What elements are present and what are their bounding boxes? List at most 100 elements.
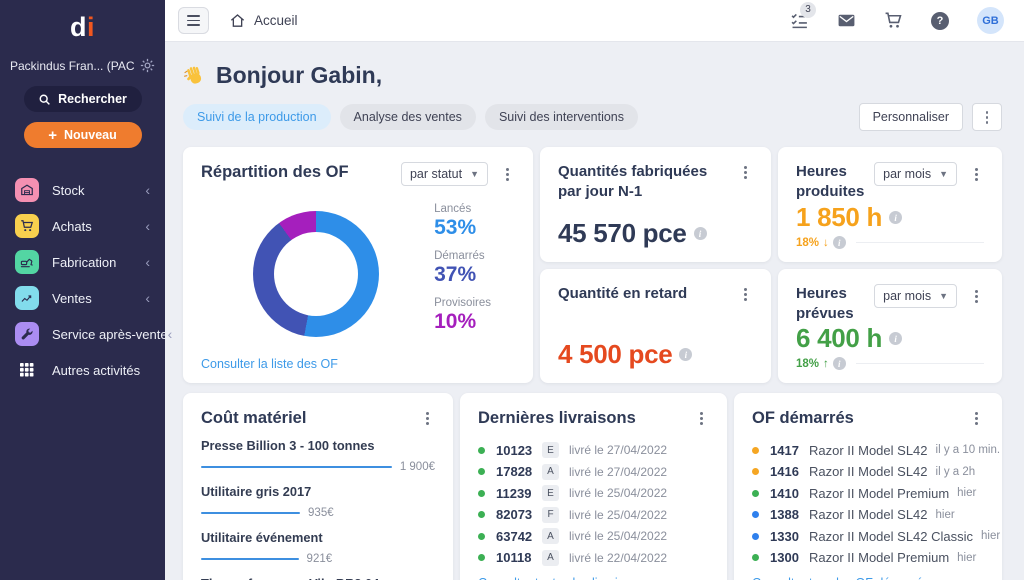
topbar: Accueil 3 ? GB bbox=[165, 0, 1024, 42]
sidebar-item-fabrication[interactable]: Fabrication ‹ bbox=[0, 244, 165, 280]
card-menu-button[interactable] bbox=[499, 164, 515, 184]
tab-analyse-des-ventes[interactable]: Analyse des ventes bbox=[339, 104, 476, 130]
info-icon[interactable]: i bbox=[889, 332, 903, 345]
chevron-left-icon: ‹ bbox=[145, 218, 150, 234]
breadcrumb[interactable]: Accueil bbox=[229, 12, 298, 29]
type-badge: A bbox=[542, 549, 559, 566]
kebab-icon bbox=[974, 294, 978, 298]
card-menu-button[interactable] bbox=[737, 284, 753, 304]
legend-label: Provisoires bbox=[434, 297, 491, 309]
legend-value: 53% bbox=[434, 216, 477, 239]
cart-button[interactable] bbox=[883, 11, 903, 31]
type-badge: E bbox=[542, 442, 559, 459]
sidebar-item-ventes[interactable]: Ventes ‹ bbox=[0, 280, 165, 316]
hamburger-menu-button[interactable] bbox=[178, 7, 209, 34]
livraisons-link[interactable]: Consulter toutes les livraisons bbox=[478, 576, 644, 580]
chevron-left-icon: ‹ bbox=[167, 326, 173, 342]
status-dot bbox=[478, 554, 485, 562]
sidebar-item-label: Service après-vente bbox=[52, 326, 168, 342]
kpi-value: 45 570 pce bbox=[558, 218, 687, 248]
kpi-grid: Répartition des OF par statut ▼ Lancés 53… bbox=[183, 147, 1002, 383]
card-heures-produites: Heures produites par mois ▼ 1 850 h i bbox=[778, 147, 1002, 262]
card-menu-button[interactable] bbox=[693, 408, 709, 428]
avatar[interactable]: GB bbox=[977, 7, 1004, 34]
card-menu-button[interactable] bbox=[968, 164, 984, 184]
card-menu-button[interactable] bbox=[737, 162, 753, 182]
logo-letter-i: i bbox=[86, 12, 95, 42]
gear-icon[interactable] bbox=[140, 58, 155, 73]
sidebar-item-label: Ventes bbox=[52, 290, 92, 306]
new-button[interactable]: + Nouveau bbox=[23, 122, 142, 148]
of-demarres-link[interactable]: Consulter tous les OF démarrés bbox=[752, 576, 929, 580]
of-row[interactable]: 1330 Razor II Model SL42 Classic hier bbox=[752, 525, 1000, 547]
sidebar-item-autres-activit-s[interactable]: Autres activités bbox=[0, 352, 165, 388]
of-id: 1300 bbox=[770, 550, 799, 566]
search-icon bbox=[39, 94, 50, 105]
of-row[interactable]: 1416 Razor II Model SL42 il y a 2h bbox=[752, 461, 984, 483]
card-menu-button[interactable] bbox=[968, 286, 984, 306]
search-button[interactable]: Rechercher bbox=[23, 86, 142, 112]
tab-suivi-de-la-production[interactable]: Suivi de la production bbox=[183, 104, 331, 130]
sidebar-item-label: Fabrication bbox=[52, 254, 117, 270]
info-icon[interactable]: i bbox=[679, 348, 693, 361]
card-repartition-of: Répartition des OF par statut ▼ Lancés 53… bbox=[183, 147, 533, 383]
chevron-left-icon: ‹ bbox=[145, 254, 150, 270]
of-row[interactable]: 1417 Razor II Model SL42 il y a 10 min. bbox=[752, 439, 1000, 461]
info-icon[interactable]: i bbox=[832, 357, 846, 370]
messages-button[interactable] bbox=[836, 11, 856, 31]
legend-item: Provisoires 10% bbox=[434, 297, 491, 334]
chevron-down-icon: ▼ bbox=[470, 169, 479, 179]
kpi-delta: 18% ↑ i bbox=[796, 357, 984, 370]
company-selector[interactable]: Packindus Fran... (PACKFR) bbox=[0, 58, 165, 73]
status-dot bbox=[752, 532, 759, 540]
card-menu-button[interactable] bbox=[419, 408, 435, 428]
of-row[interactable]: 1388 Razor II Model SL42 hier bbox=[752, 504, 984, 526]
waving-hand-icon bbox=[184, 66, 202, 84]
statut-filter-select[interactable]: par statut ▼ bbox=[400, 162, 488, 186]
card-menu-button[interactable] bbox=[968, 408, 984, 428]
of-row[interactable]: 1410 Razor II Model Premium hier bbox=[752, 482, 984, 504]
grid-icon bbox=[15, 358, 39, 382]
cost-bar bbox=[201, 558, 299, 561]
tasks-button[interactable]: 3 bbox=[789, 1, 816, 31]
kpi-value: 1 850 h bbox=[796, 202, 883, 232]
card-quantite-retard: Quantité en retard 4 500 pce i bbox=[540, 269, 771, 383]
sidebar-item-achats[interactable]: Achats ‹ bbox=[0, 208, 165, 244]
kpi-delta: 18% ↓ i bbox=[796, 236, 984, 249]
company-name: Packindus Fran... (PACKFR) bbox=[10, 58, 135, 73]
info-icon[interactable]: i bbox=[889, 211, 903, 224]
status-dot bbox=[752, 489, 759, 497]
of-list-link[interactable]: Consulter la liste des OF bbox=[201, 357, 338, 371]
periode-filter-select[interactable]: par mois ▼ bbox=[874, 284, 957, 308]
info-icon[interactable]: i bbox=[693, 227, 707, 240]
of-time: hier bbox=[935, 508, 955, 521]
donut-chart[interactable] bbox=[253, 210, 379, 337]
sidebar-item-stock[interactable]: Stock ‹ bbox=[0, 172, 165, 208]
cost-item-label: Presse Billion 3 - 100 tonnes bbox=[201, 438, 375, 454]
of-row[interactable]: 1300 Razor II Model Premium hier bbox=[752, 547, 984, 569]
periode-filter-value: par mois bbox=[883, 167, 932, 181]
page-menu-button[interactable] bbox=[972, 103, 1002, 131]
periode-filter-select[interactable]: par mois ▼ bbox=[874, 162, 957, 186]
sidebar-item-service-apr-s-vente[interactable]: Service après-vente ‹ bbox=[0, 316, 172, 352]
card-title: Coût matériel bbox=[201, 409, 307, 427]
tabs-group: Suivi de la production Analyse des ventes… bbox=[183, 104, 639, 130]
app-logo[interactable]: di bbox=[0, 0, 165, 43]
tab-suivi-des-interventions[interactable]: Suivi des interventions bbox=[484, 104, 639, 130]
status-dot bbox=[478, 468, 485, 476]
info-icon[interactable]: i bbox=[832, 236, 846, 249]
customize-button[interactable]: Personnaliser bbox=[858, 103, 963, 131]
help-button[interactable]: ? bbox=[930, 11, 950, 31]
kpi-value: 6 400 h bbox=[796, 323, 883, 353]
wrench-icon bbox=[15, 322, 39, 346]
legend-label: Démarrés bbox=[434, 250, 485, 262]
card-of-demarres: OF démarrés 1417 Razor II Model SL42 il y … bbox=[734, 393, 1002, 580]
